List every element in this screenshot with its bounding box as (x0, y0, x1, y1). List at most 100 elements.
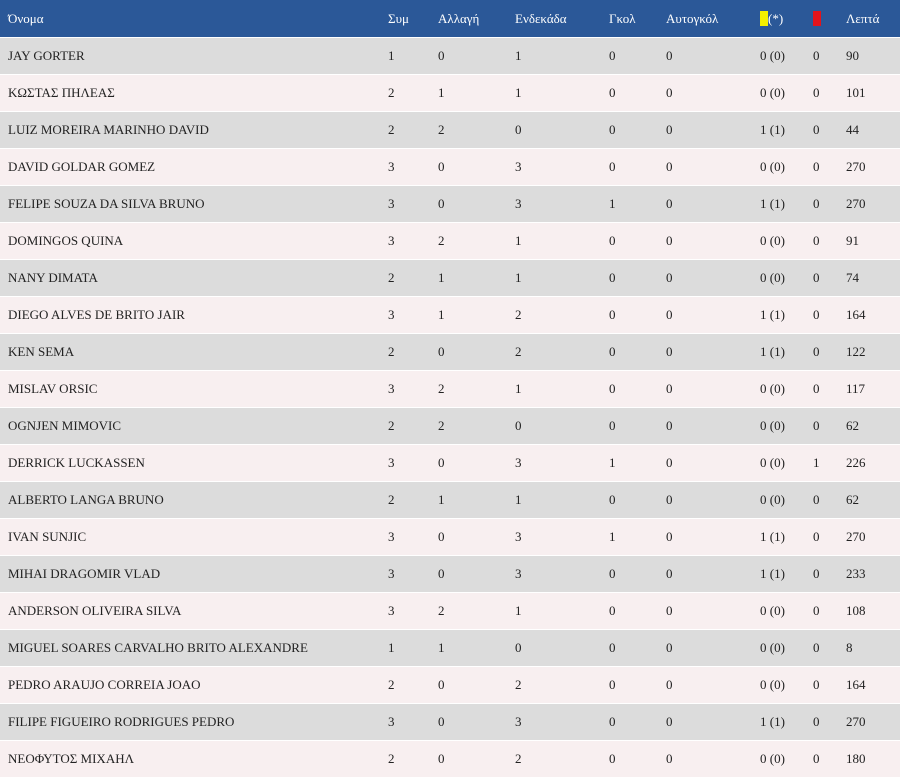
yellow-cards: 0 (0) (760, 630, 813, 667)
player-name: FILIPE FIGUEIRO RODRIGUES PEDRO (0, 704, 388, 741)
starting-appearances: 1 (515, 75, 609, 112)
own-goals: 0 (666, 38, 760, 75)
starting-appearances: 1 (515, 482, 609, 519)
minutes-played: 108 (846, 593, 900, 630)
yellow-cards: 0 (0) (760, 223, 813, 260)
substitute-appearances: 0 (438, 334, 515, 371)
minutes-played: 8 (846, 630, 900, 667)
header-own-goals[interactable]: Αυτογκόλ (666, 0, 760, 38)
goals: 0 (609, 260, 666, 297)
yellow-cards: 1 (1) (760, 556, 813, 593)
starting-appearances: 3 (515, 186, 609, 223)
starting-appearances: 3 (515, 149, 609, 186)
substitute-appearances: 0 (438, 445, 515, 482)
red-cards: 0 (813, 556, 846, 593)
starting-appearances: 3 (515, 704, 609, 741)
player-name: FELIPE SOUZA DA SILVA BRUNO (0, 186, 388, 223)
red-cards: 0 (813, 334, 846, 371)
goals: 0 (609, 334, 666, 371)
header-yellow-cards[interactable]: (*) (760, 0, 813, 38)
yellow-cards: 1 (1) (760, 704, 813, 741)
red-cards: 0 (813, 741, 846, 777)
minutes-played: 117 (846, 371, 900, 408)
minutes-played: 91 (846, 223, 900, 260)
appearances: 2 (388, 112, 438, 149)
red-cards: 0 (813, 371, 846, 408)
yellow-cards: 0 (0) (760, 408, 813, 445)
own-goals: 0 (666, 297, 760, 334)
yellow-card-icon (760, 11, 768, 26)
own-goals: 0 (666, 75, 760, 112)
header-name[interactable]: Όνομα (0, 0, 388, 38)
minutes-played: 233 (846, 556, 900, 593)
starting-appearances: 1 (515, 371, 609, 408)
yellow-cards: 0 (0) (760, 371, 813, 408)
goals: 0 (609, 38, 666, 75)
own-goals: 0 (666, 186, 760, 223)
yellow-cards: 0 (0) (760, 482, 813, 519)
own-goals: 0 (666, 519, 760, 556)
own-goals: 0 (666, 593, 760, 630)
header-goals[interactable]: Γκολ (609, 0, 666, 38)
starting-appearances: 0 (515, 408, 609, 445)
red-cards: 0 (813, 223, 846, 260)
starting-appearances: 1 (515, 38, 609, 75)
appearances: 3 (388, 445, 438, 482)
red-cards: 0 (813, 112, 846, 149)
header-sub[interactable]: Αλλαγή (438, 0, 515, 38)
goals: 0 (609, 223, 666, 260)
starting-appearances: 3 (515, 556, 609, 593)
substitute-appearances: 0 (438, 667, 515, 704)
minutes-played: 270 (846, 149, 900, 186)
header-apps[interactable]: Συμ (388, 0, 438, 38)
table-header-row: Όνομα Συμ Αλλαγή Ενδεκάδα Γκολ Αυτογκόλ … (0, 0, 900, 38)
starting-appearances: 2 (515, 297, 609, 334)
minutes-played: 122 (846, 334, 900, 371)
starting-appearances: 1 (515, 260, 609, 297)
own-goals: 0 (666, 704, 760, 741)
minutes-played: 164 (846, 667, 900, 704)
substitute-appearances: 0 (438, 149, 515, 186)
starting-appearances: 0 (515, 630, 609, 667)
goals: 0 (609, 630, 666, 667)
yellow-cards: 0 (0) (760, 593, 813, 630)
red-cards: 0 (813, 408, 846, 445)
minutes-played: 90 (846, 38, 900, 75)
substitute-appearances: 1 (438, 482, 515, 519)
goals: 1 (609, 186, 666, 223)
red-cards: 1 (813, 445, 846, 482)
header-starting[interactable]: Ενδεκάδα (515, 0, 609, 38)
yellow-cards: 0 (0) (760, 260, 813, 297)
red-cards: 0 (813, 630, 846, 667)
minutes-played: 270 (846, 519, 900, 556)
minutes-played: 44 (846, 112, 900, 149)
yellow-cards: 0 (0) (760, 667, 813, 704)
own-goals: 0 (666, 482, 760, 519)
appearances: 1 (388, 630, 438, 667)
red-cards: 0 (813, 667, 846, 704)
starting-appearances: 1 (515, 593, 609, 630)
own-goals: 0 (666, 112, 760, 149)
appearances: 2 (388, 334, 438, 371)
own-goals: 0 (666, 408, 760, 445)
header-minutes[interactable]: Λεπτά (846, 0, 900, 38)
header-red-cards[interactable] (813, 0, 846, 38)
player-name: ANDERSON OLIVEIRA SILVA (0, 593, 388, 630)
substitute-appearances: 1 (438, 75, 515, 112)
minutes-played: 270 (846, 186, 900, 223)
goals: 0 (609, 297, 666, 334)
own-goals: 0 (666, 667, 760, 704)
